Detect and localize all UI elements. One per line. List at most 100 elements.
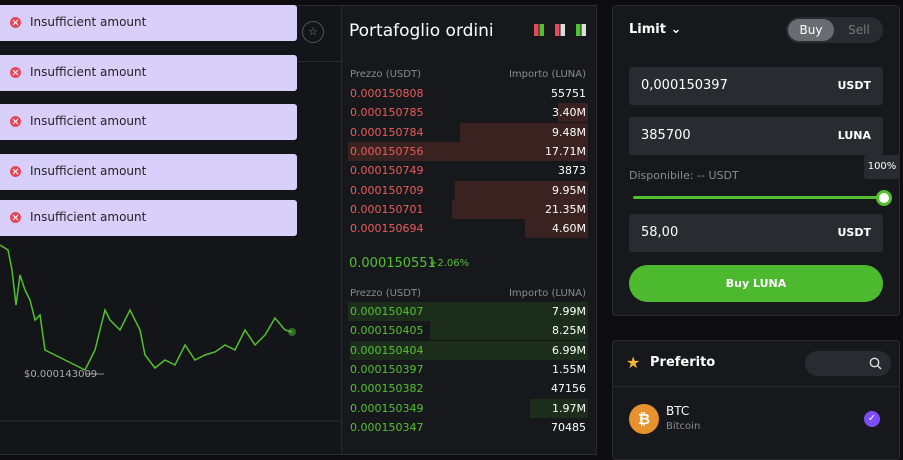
coin-symbol: BTC — [666, 404, 690, 418]
order-amount: 6.99M — [552, 343, 586, 357]
order-price: 0.000150404 — [350, 343, 424, 357]
order-amount: 4.60M — [552, 222, 586, 236]
toast[interactable]: Insufficient amount — [0, 154, 297, 190]
toast[interactable]: Insufficient amount — [0, 104, 297, 140]
sell-tab[interactable]: Sell — [848, 23, 870, 37]
order-row: 0.000150407 7.99M — [348, 302, 588, 321]
order-row: 0.000150785 3.40M — [348, 103, 588, 123]
order-price: 0.000150749 — [350, 164, 424, 178]
order-price: 0.000150709 — [350, 183, 424, 197]
order-row: 0.000150749 3873 — [348, 161, 588, 180]
order-price: 0.000150347 — [350, 420, 424, 434]
error-icon — [10, 17, 21, 28]
toast[interactable]: Insufficient amount — [0, 55, 297, 91]
order-price: 0.000150701 — [350, 202, 424, 216]
order-row: 0.000150347 70485 — [348, 418, 588, 437]
amount-value: 385700 — [641, 128, 691, 143]
order-row: 0.000150382 47156 — [348, 379, 588, 398]
depth-bar — [348, 302, 588, 321]
order-row: 0.000150784 9.48M — [348, 122, 588, 142]
order-amount: 3.40M — [552, 106, 586, 120]
toast-message: Insufficient amount — [30, 15, 147, 29]
depth-bar — [452, 199, 588, 219]
price-chart: $0.000143009 — [0, 244, 341, 422]
search-icon — [869, 357, 882, 370]
buy-tab[interactable]: Buy — [788, 19, 834, 41]
search-box[interactable] — [805, 351, 891, 376]
order-price: 0.000150784 — [350, 125, 424, 139]
favorite-star[interactable]: ☆ — [302, 21, 324, 43]
order-amount: 21.35M — [545, 202, 586, 216]
column-header: Importo (LUNA) — [508, 288, 586, 299]
depth-bar — [460, 122, 588, 142]
order-amount: 9.48M — [552, 125, 586, 139]
depth-bar — [558, 103, 588, 123]
price-value: 0,000150397 — [641, 78, 728, 93]
slider-track[interactable] — [633, 196, 883, 199]
depth-bar — [530, 398, 588, 418]
column-header: Prezzo (USDT) — [350, 288, 421, 299]
column-header: Prezzo (USDT) — [350, 69, 421, 80]
total-value: 58,00 — [641, 225, 679, 240]
error-icon — [10, 116, 21, 127]
toast-message: Insufficient amount — [30, 65, 147, 79]
screen: {"toasts": ["Insufficient amount", "Insu… — [0, 0, 903, 443]
order-price: 0.000150407 — [350, 305, 424, 318]
slider-tooltip: 100% — [864, 155, 900, 179]
divider — [613, 386, 899, 387]
order-price: 0.000150397 — [350, 362, 424, 376]
view-toggle[interactable] — [555, 24, 565, 36]
order-price: 0.000150808 — [350, 87, 424, 100]
toast-message: Insufficient amount — [30, 114, 147, 128]
order-price: 0.000150756 — [350, 144, 424, 158]
error-icon — [10, 166, 21, 177]
price-input[interactable]: 0,000150397 USDT — [629, 67, 883, 105]
order-price: 0.000150405 — [350, 324, 424, 338]
toast-message: Insufficient amount — [30, 210, 147, 224]
error-icon — [10, 67, 21, 78]
order-type-label: Limit — [629, 22, 666, 37]
column-header: Importo (LUNA) — [508, 69, 586, 80]
toast[interactable]: Insufficient amount — [0, 200, 297, 236]
view-toggle[interactable] — [534, 24, 544, 36]
view-toggle[interactable] — [576, 24, 586, 36]
order-row: 0.000150404 6.99M — [348, 340, 588, 360]
amount-input[interactable]: 385700 LUNA — [629, 117, 883, 155]
depth-bar — [430, 321, 588, 341]
error-icon — [10, 212, 21, 223]
order-row: 0.000150756 17.71M — [348, 141, 588, 161]
order-amount: 8.25M — [552, 324, 586, 338]
depth-bar — [348, 141, 588, 161]
order-amount: 1.97M — [552, 401, 586, 415]
slider-thumb[interactable] — [876, 190, 892, 206]
order-price: 0.000150785 — [350, 106, 424, 120]
order-type[interactable]: Limit ⌄ — [629, 22, 682, 37]
order-row: 0.000150397 1.55M — [348, 360, 588, 379]
price-line — [0, 244, 293, 372]
mid-price: 0.000150551 — [349, 256, 436, 271]
favorites-title: Preferito — [650, 355, 716, 370]
price-unit: USDT — [837, 79, 872, 92]
order-amount: 17.71M — [545, 144, 586, 158]
order-amount: 3873 — [558, 164, 586, 178]
order-row: 0.000150808 55751 — [348, 84, 588, 103]
coin-name: Bitcoin — [666, 421, 701, 432]
order-amount: 1.55M — [552, 362, 586, 376]
amount-unit: LUNA — [837, 129, 871, 142]
order-amount: 47156 — [551, 382, 586, 396]
toast-message: Insufficient amount — [30, 164, 147, 178]
last-point — [288, 328, 296, 336]
submit-button[interactable]: Buy LUNA — [629, 265, 883, 302]
total-input[interactable]: 58,00 USDT — [629, 214, 883, 252]
order-row: 0.000150349 1.97M — [348, 398, 588, 418]
order-price: 0.000150694 — [350, 222, 424, 236]
toast[interactable]: Insufficient amount — [0, 5, 297, 41]
mid-change: +2.06% — [429, 258, 470, 269]
available-balance: Disponibile: -- USDT — [629, 169, 739, 182]
order-row: 0.000150701 21.35M — [348, 199, 588, 219]
favorite-check[interactable]: ✓ — [864, 411, 880, 427]
order-form-panel — [612, 5, 900, 316]
coin-icon: ₿ — [629, 404, 659, 434]
total-unit: USDT — [837, 226, 872, 239]
order-amount: 55751 — [551, 87, 586, 100]
